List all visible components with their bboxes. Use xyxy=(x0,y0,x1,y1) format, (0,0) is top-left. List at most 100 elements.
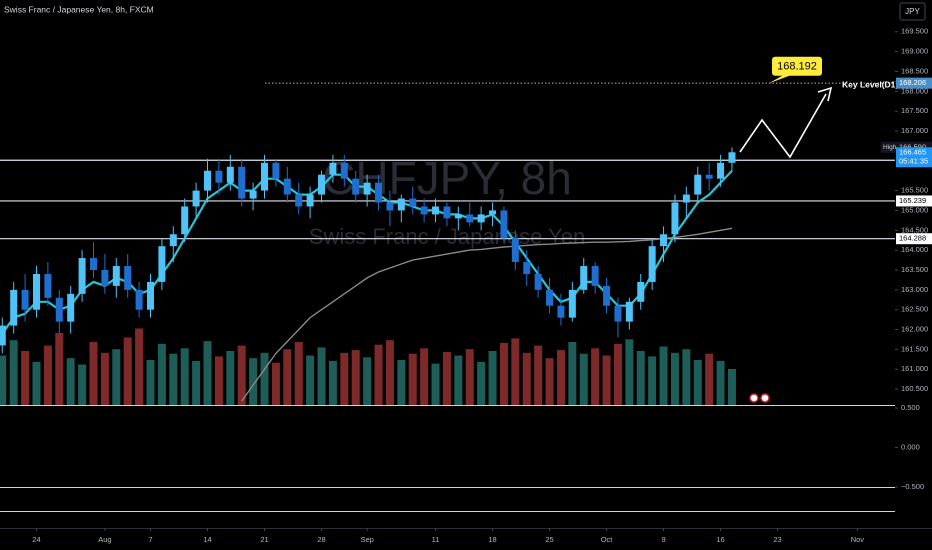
volume-bar xyxy=(100,352,109,405)
candle-body xyxy=(352,178,360,195)
arrow-head xyxy=(817,86,833,102)
event-icon[interactable] xyxy=(760,393,770,403)
volume-bar xyxy=(89,342,98,405)
candle-body xyxy=(717,162,725,179)
candle-body xyxy=(557,305,565,318)
volume-bar xyxy=(602,355,611,405)
candle-body xyxy=(420,206,428,215)
volume-bar xyxy=(43,345,52,405)
candle-body xyxy=(226,166,234,183)
candle-body xyxy=(591,266,599,286)
volume-bar xyxy=(283,349,292,405)
x-tick-label: 14 xyxy=(203,535,211,544)
candle-body xyxy=(283,178,291,195)
volume-bar xyxy=(636,351,645,405)
volume-bar xyxy=(511,338,520,405)
volume-bar xyxy=(351,350,360,405)
candle-body xyxy=(135,289,143,310)
volume-bar xyxy=(180,348,189,405)
volume-bar xyxy=(568,342,577,405)
x-tick-label: 16 xyxy=(716,535,724,544)
volume-bar xyxy=(522,352,531,405)
volume-bar xyxy=(659,346,668,405)
y-tick-label: 169.000 xyxy=(901,47,928,56)
candle-body xyxy=(55,297,63,322)
candle-body xyxy=(705,174,713,179)
volume-bar xyxy=(682,349,691,405)
x-tick-label: 23 xyxy=(773,535,781,544)
x-tick-label: 7 xyxy=(148,535,152,544)
volume-bar xyxy=(545,358,554,405)
volume-bar xyxy=(613,343,622,405)
last-price-label: 166.465 xyxy=(899,147,926,156)
candle-body xyxy=(44,273,52,298)
volume-bar xyxy=(408,353,417,405)
candle-body xyxy=(477,214,485,223)
candle-body xyxy=(89,258,97,270)
volume-bar xyxy=(488,351,497,405)
target-pointer xyxy=(768,74,792,84)
candle-body xyxy=(306,194,314,207)
currency-button[interactable] xyxy=(899,2,926,21)
y-tick-label: 167.000 xyxy=(901,126,928,135)
volume-bar xyxy=(249,358,258,405)
candle-body xyxy=(318,174,326,195)
candle-body xyxy=(215,170,223,183)
candle-body xyxy=(523,262,531,274)
volume-bar xyxy=(294,342,303,405)
candle-body xyxy=(671,202,679,235)
key-level-label: Key Level(D1) xyxy=(842,79,898,89)
candle-body xyxy=(78,258,86,294)
y-tick-label: 164.500 xyxy=(901,225,928,234)
projection-arrow xyxy=(739,93,827,159)
candle-body xyxy=(112,266,120,286)
volume-bar xyxy=(112,349,121,405)
volume-bar xyxy=(237,345,246,405)
candle-body xyxy=(614,305,622,322)
candle-body xyxy=(249,190,257,199)
candle-body xyxy=(386,202,394,211)
candle-body xyxy=(10,289,18,326)
countdown-label: 05:41:35 xyxy=(899,156,928,165)
plot: 168.192 Key Level(D1) xyxy=(0,56,898,488)
candle-body xyxy=(363,182,371,195)
candle-body xyxy=(146,281,154,310)
candle-body xyxy=(637,281,645,302)
volume-bar xyxy=(328,360,337,405)
volume-bar xyxy=(693,360,702,405)
high-tag: High xyxy=(883,144,897,151)
candle-body xyxy=(238,166,246,199)
y-tick-label: 167.500 xyxy=(901,106,928,115)
x-tick-label: Sep xyxy=(360,535,373,544)
candle-body xyxy=(32,273,40,310)
chart-title: Swiss Franc / Japanese Yen, 8h, FXCM xyxy=(4,4,154,14)
key-level-box xyxy=(896,77,932,89)
last-price-box xyxy=(896,147,932,168)
y-tick-label: 163.000 xyxy=(901,285,928,294)
candle-body xyxy=(124,266,132,290)
volume-bar xyxy=(123,337,132,405)
y-tick-label: 169.500 xyxy=(901,27,928,36)
currency-label[interactable]: JPY xyxy=(905,7,920,16)
event-icon[interactable] xyxy=(749,393,759,403)
x-tick-label: Aug xyxy=(98,535,111,544)
y-tick-label: 164.000 xyxy=(901,245,928,254)
candle-body xyxy=(295,194,303,207)
target-box xyxy=(772,56,822,76)
level-label: 165.239 xyxy=(899,196,926,205)
candle-body xyxy=(500,210,508,239)
volume-bar xyxy=(397,360,406,405)
y-tick-label: 161.500 xyxy=(901,344,928,353)
candle-body xyxy=(21,289,29,310)
candle-body xyxy=(192,190,200,207)
x-tick-label: 24 xyxy=(32,535,40,544)
high-label: 166.590 xyxy=(899,142,926,151)
candle-body xyxy=(101,270,109,286)
volume-bar xyxy=(454,355,463,405)
volume-bar xyxy=(192,360,201,405)
volume-bar xyxy=(32,361,41,405)
candle-body xyxy=(534,273,542,290)
volume-bar xyxy=(431,363,440,405)
watermark: CHFJPY, 8h Swiss Franc / Japanese Yen xyxy=(309,152,585,249)
